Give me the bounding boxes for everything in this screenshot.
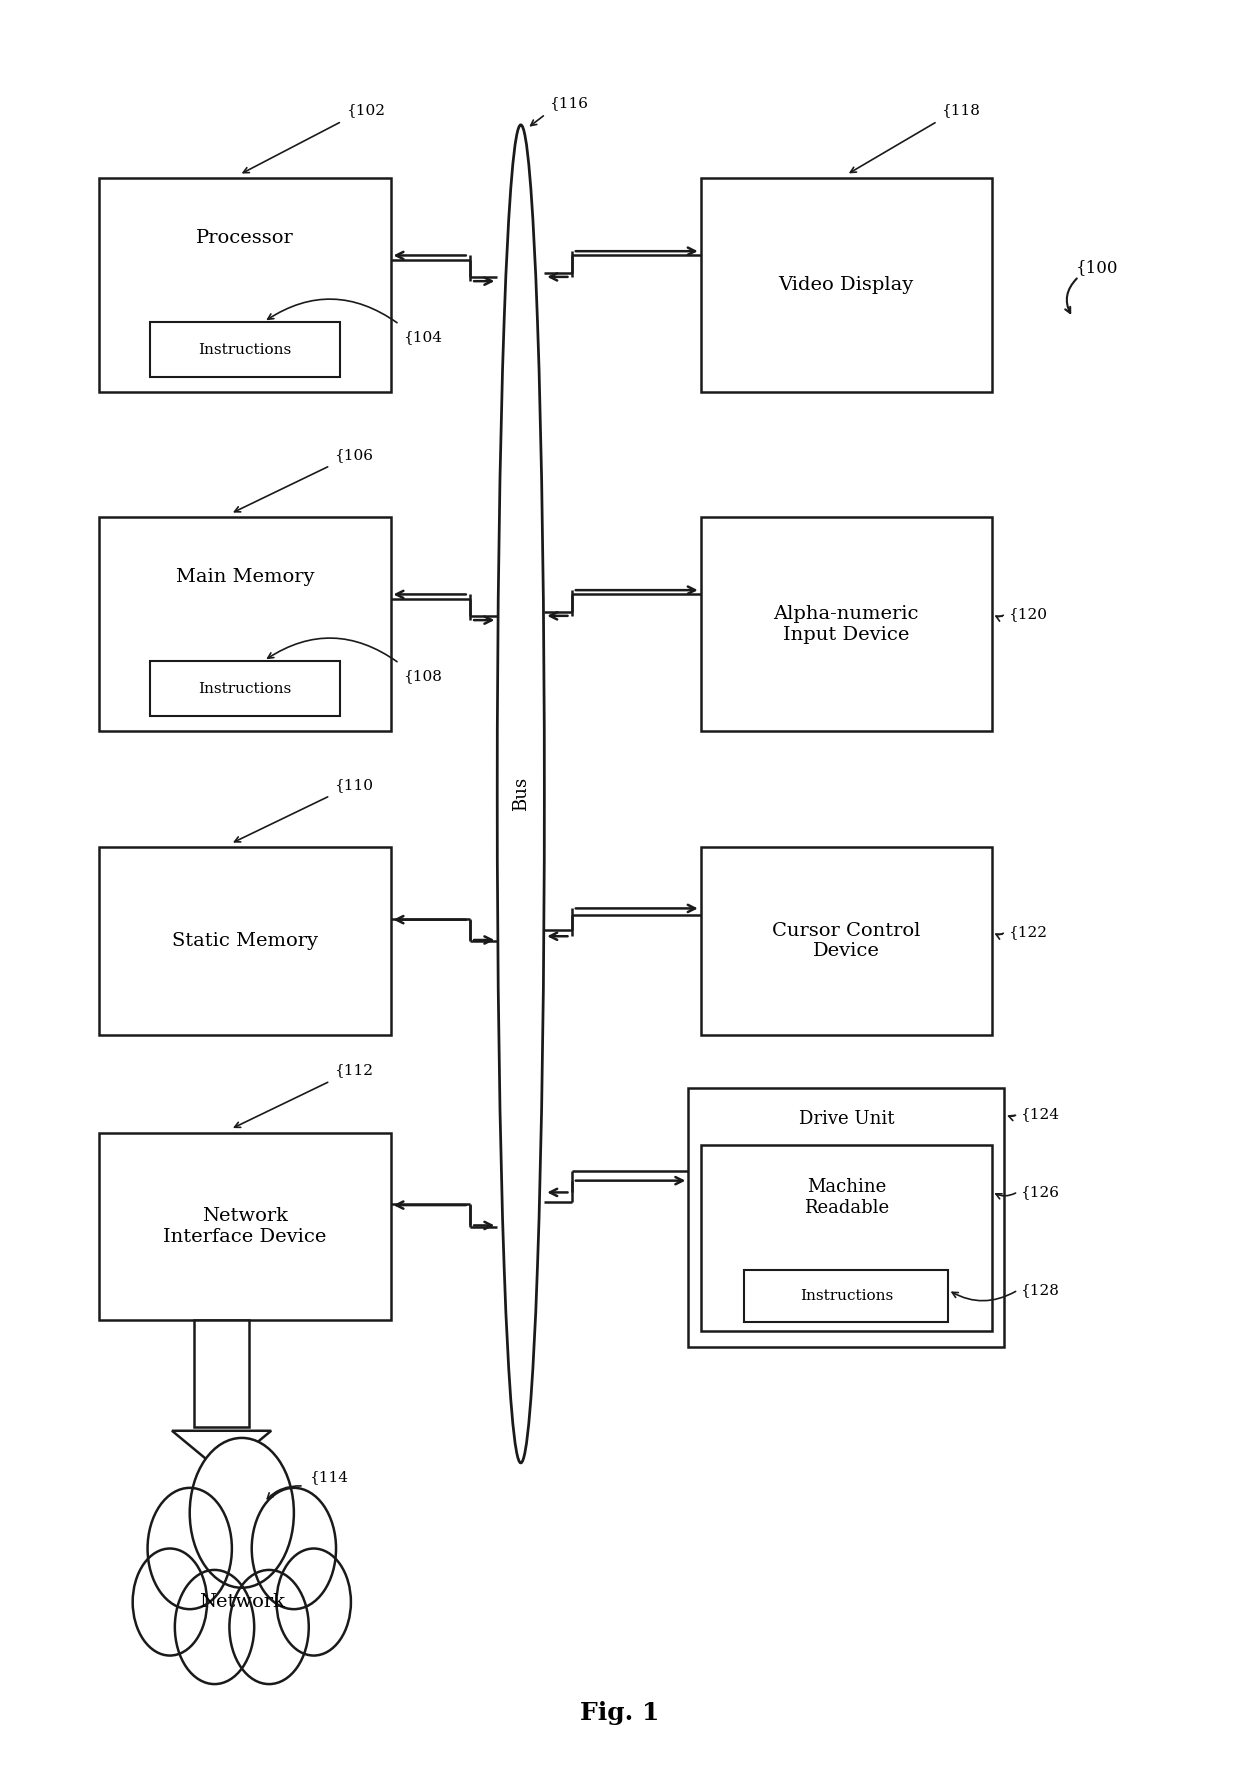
Text: Static Memory: Static Memory (172, 931, 317, 951)
Text: Instructions: Instructions (198, 343, 291, 357)
Bar (150, 660, 340, 717)
Text: Drive Unit: Drive Unit (799, 1110, 894, 1127)
Text: Network: Network (198, 1593, 285, 1611)
Text: {106: {106 (334, 448, 373, 462)
Text: {114: {114 (309, 1470, 347, 1484)
Bar (701, 178, 992, 392)
Text: {112: {112 (334, 1063, 373, 1078)
Polygon shape (195, 1320, 249, 1427)
Circle shape (252, 1488, 336, 1609)
Bar (701, 1145, 992, 1331)
Text: Fig. 1: Fig. 1 (580, 1700, 660, 1725)
Circle shape (229, 1570, 309, 1684)
Text: Instructions: Instructions (800, 1290, 893, 1302)
Text: {116: {116 (549, 96, 588, 111)
Text: Cursor Control
Device: Cursor Control Device (773, 922, 920, 960)
Text: {104: {104 (403, 330, 441, 344)
Bar (688, 1088, 1004, 1347)
Text: {118: {118 (941, 103, 980, 118)
Text: {108: {108 (403, 669, 441, 683)
Bar (701, 517, 992, 731)
Text: {124: {124 (1021, 1108, 1059, 1120)
Text: Instructions: Instructions (198, 681, 291, 696)
Circle shape (175, 1570, 254, 1684)
Text: {100: {100 (1076, 259, 1118, 277)
Ellipse shape (497, 125, 544, 1463)
Text: {126: {126 (1021, 1185, 1059, 1199)
Bar (99, 178, 391, 392)
Text: Machine
Readable: Machine Readable (804, 1177, 889, 1217)
Bar (744, 1270, 949, 1322)
Text: Processor: Processor (196, 230, 294, 248)
Text: {110: {110 (334, 778, 373, 792)
Bar (99, 517, 391, 731)
Circle shape (190, 1438, 294, 1588)
Polygon shape (172, 1431, 272, 1472)
Text: {122: {122 (1008, 924, 1047, 938)
Circle shape (133, 1549, 207, 1656)
Bar (701, 847, 992, 1035)
Bar (150, 321, 340, 378)
Circle shape (277, 1549, 351, 1656)
Text: Bus: Bus (512, 776, 529, 812)
Circle shape (148, 1488, 232, 1609)
Bar (99, 1133, 391, 1320)
Text: {102: {102 (346, 103, 384, 118)
Text: Alpha-numeric
Input Device: Alpha-numeric Input Device (774, 605, 919, 644)
Text: Video Display: Video Display (779, 277, 914, 294)
Text: {120: {120 (1008, 607, 1047, 621)
Text: Main Memory: Main Memory (176, 569, 314, 587)
Text: {128: {128 (1021, 1283, 1059, 1297)
Text: Network
Interface Device: Network Interface Device (164, 1208, 326, 1245)
Bar (99, 847, 391, 1035)
